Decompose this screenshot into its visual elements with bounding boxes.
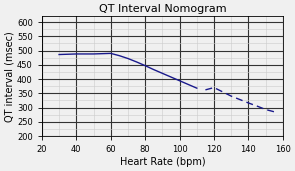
- Y-axis label: QT interval (msec): QT interval (msec): [4, 31, 14, 122]
- X-axis label: Heart Rate (bpm): Heart Rate (bpm): [119, 157, 205, 167]
- Title: QT Interval Nomogram: QT Interval Nomogram: [99, 4, 226, 14]
